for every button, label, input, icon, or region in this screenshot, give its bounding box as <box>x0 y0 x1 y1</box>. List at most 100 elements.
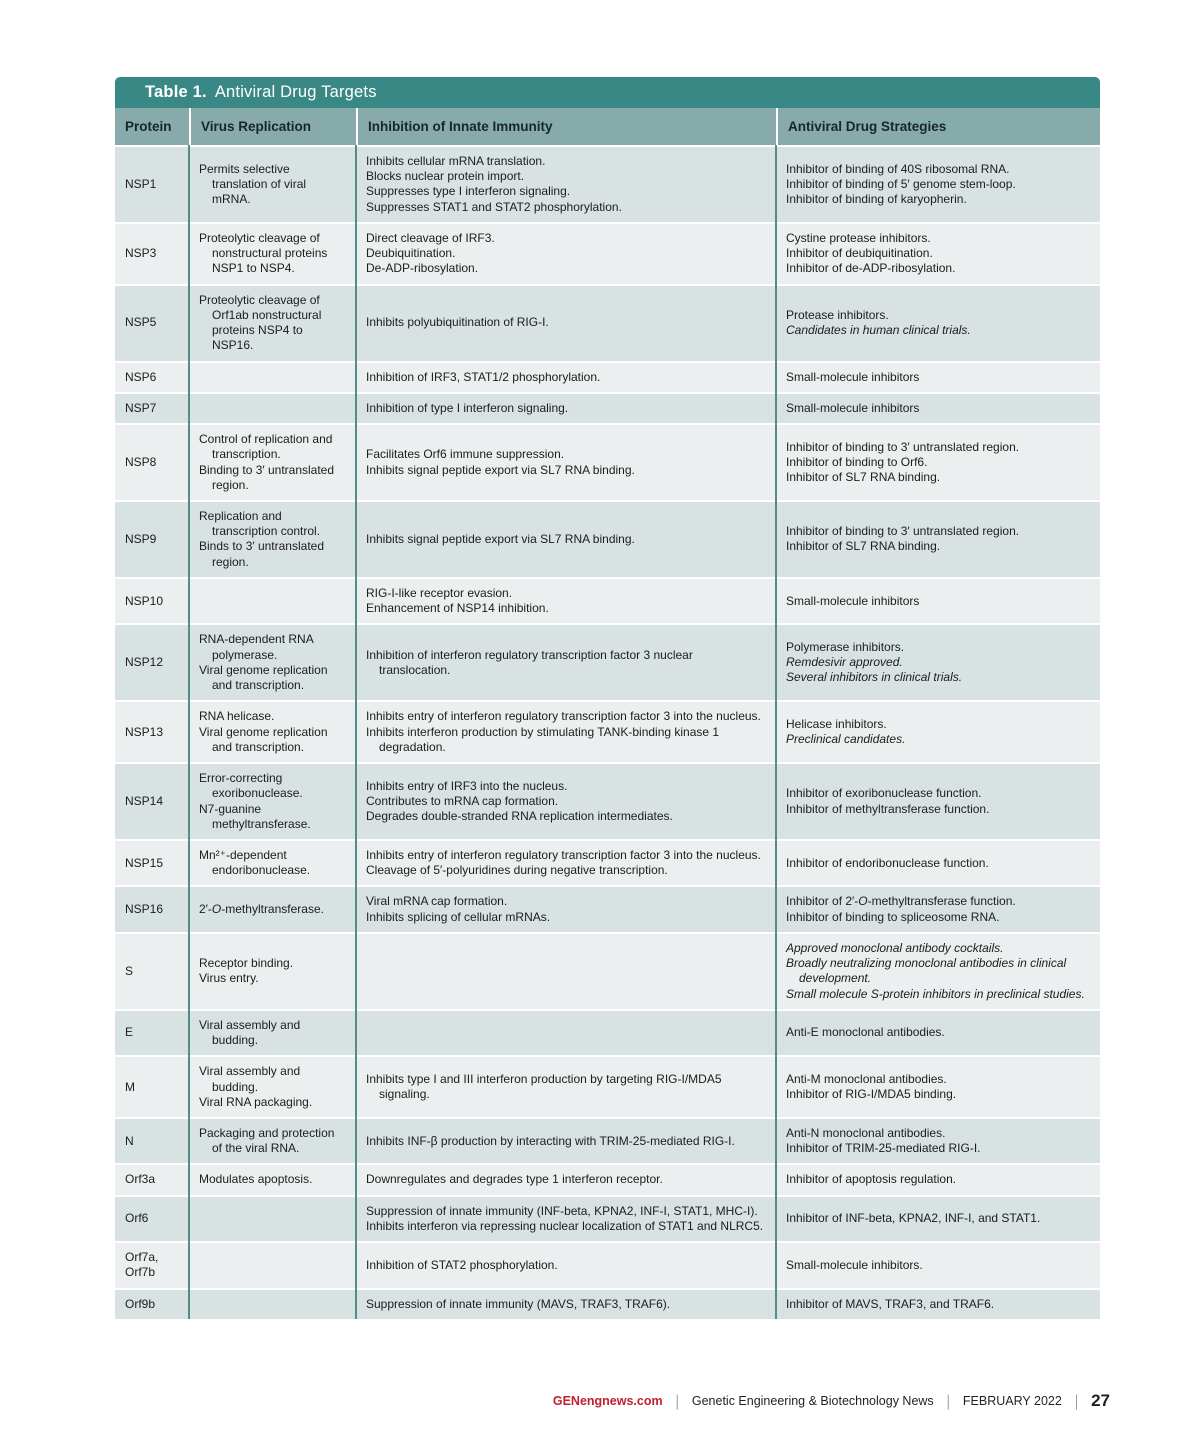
cell-line: Broadly neutralizing monoclonal antibodi… <box>786 956 1067 986</box>
footer-site-link[interactable]: GENengnews.com <box>552 1394 663 1408</box>
cell-protein: NSP14 <box>115 764 189 839</box>
cell-innate-immunity: Facilitates Orf6 immune suppression. Inhi… <box>356 425 776 500</box>
cell-protein: NSP15 <box>115 840 189 886</box>
cell-line: Inhibits signal peptide export via SL7 R… <box>366 531 635 546</box>
cell-line: Mn²⁺-dependent endoribonuclease. <box>199 847 311 878</box>
cell-line: Inhibitor of apoptosis regulation. <box>786 1172 957 1187</box>
table-row: Orf3a Modulates apoptosis. Downregulates a… <box>115 1163 1100 1195</box>
cell-innate-immunity: Inhibits entry of interferon regulatory … <box>356 840 776 886</box>
cell-protein: NSP10 <box>115 578 189 624</box>
protein-label: Orf3a <box>125 1172 156 1187</box>
cell-line: Enhancement of NSP14 inhibition. <box>366 601 549 616</box>
cell-line: Small-molecule inhibitors. <box>786 1257 923 1272</box>
footer-divider: | <box>1074 1392 1079 1410</box>
cell-line: Viral genome replication and transcripti… <box>199 724 328 754</box>
cell-line: Virus entry. <box>199 971 259 986</box>
cell-virus-replication: Packaging and protection of the viral RN… <box>189 1119 356 1164</box>
cell-line: Downregulates and degrades type 1 interf… <box>366 1172 663 1187</box>
cell-line: Inhibits splicing of cellular mRNAs. <box>366 909 551 924</box>
cell-virus-replication: Modulates apoptosis. <box>189 1165 356 1195</box>
cell-line: Inhibitor of INF-beta, KPNA2, INF-I, and… <box>786 1211 1041 1226</box>
cell-line: Anti-N monoclonal antibodies. <box>786 1126 946 1141</box>
protein-label: NSP8 <box>125 454 157 469</box>
cell-drug-strategies: Cystine protease inhibitors. Inhibitor of… <box>776 223 1100 284</box>
cell-innate-immunity: Inhibition of type I interferon signalin… <box>356 393 776 424</box>
cell-line: RNA-dependent RNA polymerase. <box>199 632 314 662</box>
protein-label: NSP9 <box>125 531 157 546</box>
cell-virus-replication <box>189 1243 356 1288</box>
cell-line: Cystine protease inhibitors. <box>786 230 931 245</box>
cell-drug-strategies: Small-molecule inhibitors <box>776 362 1100 392</box>
cell-line: Anti-M monoclonal antibodies. <box>786 1071 947 1086</box>
column-header-protein: Protein <box>125 119 172 134</box>
protein-label: E <box>125 1025 134 1040</box>
cell-protein: NSP3 <box>115 223 189 284</box>
cell-line: Receptor binding. <box>199 956 294 971</box>
cell-line: Inhibits entry of interferon regulatory … <box>366 709 761 724</box>
cell-virus-replication: Receptor binding. Virus entry. <box>189 933 356 1009</box>
cell-drug-strategies: Approved monoclonal antibody cocktails. B… <box>776 933 1100 1009</box>
cell-drug-strategies: Anti-N monoclonal antibodies. Inhibitor o… <box>776 1119 1100 1164</box>
table-row: S Receptor binding. Virus entry. Approved m… <box>115 931 1100 1009</box>
cell-line: Control of replication and transcription… <box>199 432 333 462</box>
protein-label: S <box>125 963 134 978</box>
cell-line: Inhibits interferon production by stimul… <box>366 724 720 754</box>
cell-drug-strategies: Inhibitor of 2′-O-methyltransferase func… <box>776 887 1100 932</box>
cell-innate-immunity: Inhibits signal peptide export via SL7 R… <box>356 501 776 577</box>
cell-line: N7-guanine methyltransferase. <box>199 801 311 831</box>
cell-line: Remdesivir approved. <box>786 655 903 670</box>
cell-drug-strategies: Polymerase inhibitors. Remdesivir approve… <box>776 625 1100 701</box>
cell-protein: Orf3a <box>115 1165 189 1195</box>
cell-line: RIG-I-like receptor evasion. <box>366 585 513 600</box>
table-row: NSP12 RNA-dependent RNA polymerase. Viral … <box>115 623 1100 701</box>
cell-line: Helicase inhibitors. <box>786 716 887 731</box>
cell-line: Inhibitor of deubiquitination. <box>786 246 933 261</box>
cell-drug-strategies: Inhibitor of apoptosis regulation. <box>776 1165 1100 1195</box>
cell-line: Viral assembly and budding. <box>199 1064 301 1094</box>
cell-line: Inhibition of STAT2 phosphorylation. <box>366 1257 558 1272</box>
footer-divider: | <box>946 1392 950 1410</box>
table-row: E Viral assembly and budding. Anti-E monoc… <box>115 1008 1100 1056</box>
cell-line: Anti-E monoclonal antibodies. <box>786 1025 945 1040</box>
cell-line: Inhibits type I and III interferon produ… <box>366 1071 722 1102</box>
antiviral-drug-targets-table: Table 1. Antiviral Drug Targets Protein … <box>115 77 1100 1319</box>
table-row: N Packaging and protection of the viral R… <box>115 1117 1100 1164</box>
cell-protein: NSP13 <box>115 702 189 763</box>
cell-virus-replication: Proteolytic cleavage of nonstructural pr… <box>189 223 356 284</box>
cell-drug-strategies: Inhibitor of endoribonuclease function. <box>776 840 1100 886</box>
protein-label: NSP7 <box>125 400 157 415</box>
table-title-bar: Table 1. Antiviral Drug Targets <box>115 77 1100 108</box>
protein-label: NSP16 <box>125 902 164 917</box>
footer-date: FEBRUARY 2022 <box>962 1394 1062 1408</box>
cell-innate-immunity: RIG-I-like receptor evasion. Enhancement … <box>356 578 776 624</box>
cell-line: Several inhibitors in clinical trials. <box>786 670 963 685</box>
cell-line: Inhibition of type I interferon signalin… <box>366 400 569 415</box>
cell-innate-immunity: Inhibition of IRF3, STAT1/2 phosphorylat… <box>356 362 776 392</box>
cell-line: Modulates apoptosis. <box>199 1172 313 1187</box>
cell-drug-strategies: Inhibitor of binding of 40S ribosomal RN… <box>776 147 1100 222</box>
table-row: NSP1 Permits selective translation of vir… <box>115 145 1100 222</box>
cell-drug-strategies: Protease inhibitors. Candidates in human … <box>776 285 1100 361</box>
protein-label: NSP13 <box>125 724 164 739</box>
cell-virus-replication: 2′-O-methyltransferase. <box>189 887 356 932</box>
table-row: NSP7 Inhibition of type I interferon sign… <box>115 391 1100 424</box>
cell-line: Inhibitor of 2′-O-methyltransferase func… <box>786 894 1016 909</box>
cell-line: Suppresses STAT1 and STAT2 phosphorylati… <box>366 199 622 214</box>
cell-line: Binds to 3′ untranslated region. <box>199 539 324 569</box>
protein-label: NSP10 <box>125 593 164 608</box>
cell-protein: Orf6 <box>115 1196 189 1242</box>
table-row: NSP9 Replication and transcription contro… <box>115 499 1100 577</box>
cell-drug-strategies: Helicase inhibitors. Preclinical candidat… <box>776 702 1100 763</box>
cell-virus-replication: Control of replication and transcription… <box>189 425 356 500</box>
cell-innate-immunity: Suppression of innate immunity (INF-beta… <box>356 1196 776 1242</box>
protein-label: N <box>125 1133 134 1148</box>
cell-innate-immunity: Viral mRNA cap formation. Inhibits splici… <box>356 887 776 932</box>
cell-line: Packaging and protection of the viral RN… <box>199 1126 335 1156</box>
column-header-drug-strategies: Antiviral Drug Strategies <box>776 108 1100 145</box>
cell-line: 2′-O-methyltransferase. <box>199 902 324 917</box>
cell-line: Inhibits INF-β production by interacting… <box>366 1133 735 1148</box>
cell-line: Inhibitor of binding of 40S ribosomal RN… <box>786 161 1010 176</box>
table-row: Orf7a, Orf7b Inhibition of STAT2 phosphor… <box>115 1241 1100 1288</box>
protein-label: NSP1 <box>125 176 157 191</box>
